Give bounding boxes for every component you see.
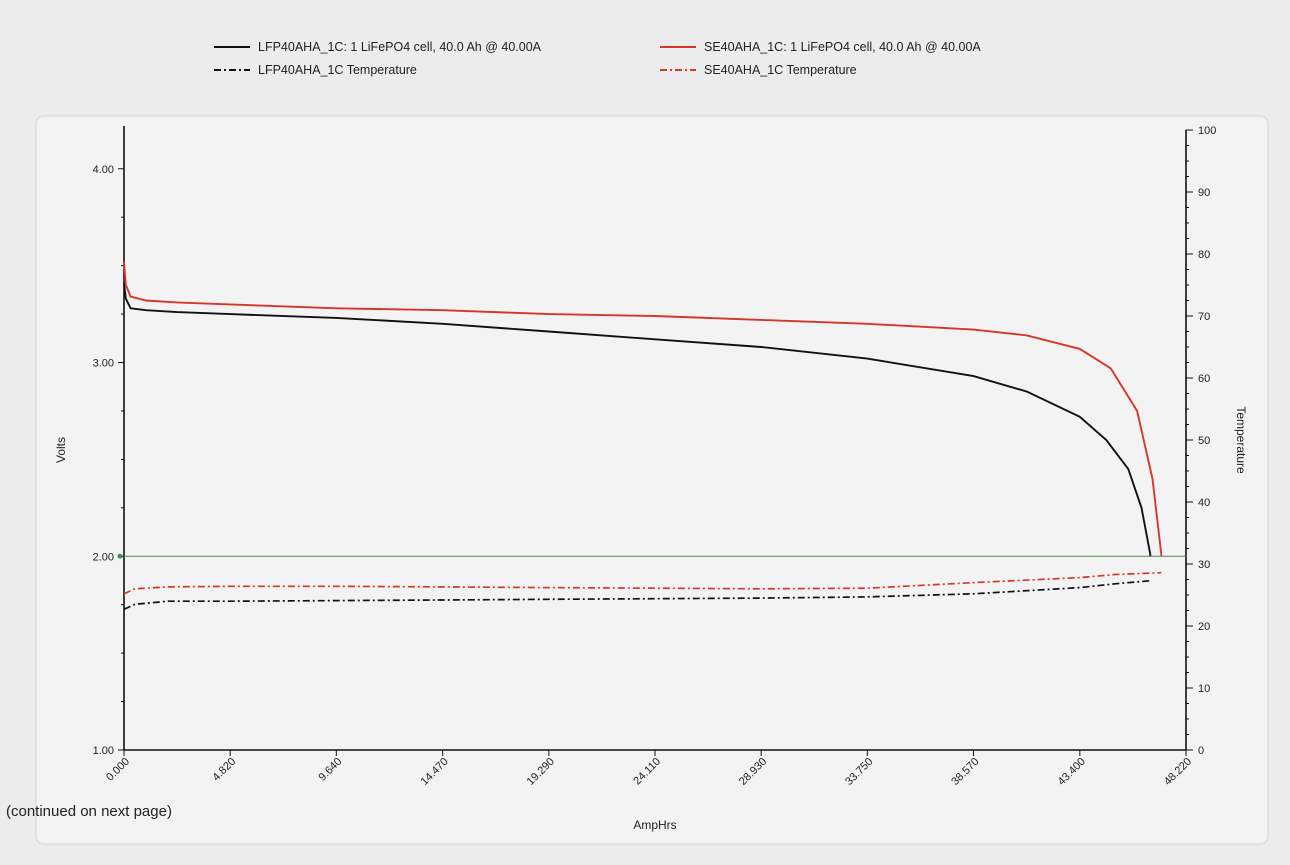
y2-tick-label: 70 bbox=[1198, 311, 1210, 323]
y2-tick-label: 100 bbox=[1198, 125, 1216, 137]
y-tick-label: 1.00 bbox=[93, 745, 114, 757]
y2-tick-label: 50 bbox=[1198, 435, 1210, 447]
y2-axis-title: Temperature bbox=[1234, 406, 1248, 474]
plot-panel bbox=[35, 115, 1269, 845]
y2-tick-label: 10 bbox=[1198, 683, 1210, 695]
y2-tick-label: 60 bbox=[1198, 373, 1210, 385]
legend-label-3: SE40AHA_1C Temperature bbox=[704, 63, 857, 77]
y-tick-label: 3.00 bbox=[93, 358, 114, 370]
y-tick-label: 2.00 bbox=[93, 551, 114, 563]
y2-tick-label: 20 bbox=[1198, 621, 1210, 633]
y2-tick-label: 30 bbox=[1198, 559, 1210, 571]
x-axis-title: AmpHrs bbox=[633, 818, 676, 832]
legend-label-1: SE40AHA_1C: 1 LiFePO4 cell, 40.0 Ah @ 40… bbox=[704, 40, 981, 54]
legend-label-2: LFP40AHA_1C Temperature bbox=[258, 63, 417, 77]
legend-label-0: LFP40AHA_1C: 1 LiFePO4 cell, 40.0 Ah @ 4… bbox=[258, 40, 542, 54]
y2-tick-label: 40 bbox=[1198, 497, 1210, 509]
series-line-3 bbox=[123, 571, 1162, 595]
y-axis-title: Volts bbox=[54, 437, 68, 463]
y2-tick-label: 90 bbox=[1198, 187, 1210, 199]
y2-tick-label: 0 bbox=[1198, 745, 1204, 757]
series-line-2 bbox=[123, 579, 1151, 611]
footer-note: (continued on next page) bbox=[6, 803, 172, 820]
series-line-1 bbox=[123, 261, 1163, 555]
y2-tick-label: 80 bbox=[1198, 249, 1210, 261]
legend: LFP40AHA_1C: 1 LiFePO4 cell, 40.0 Ah @ 4… bbox=[214, 40, 981, 77]
series-line-0 bbox=[123, 282, 1152, 555]
cutoff-marker bbox=[117, 553, 123, 559]
y-tick-label: 4.00 bbox=[93, 164, 114, 176]
series-layer bbox=[123, 261, 1163, 611]
